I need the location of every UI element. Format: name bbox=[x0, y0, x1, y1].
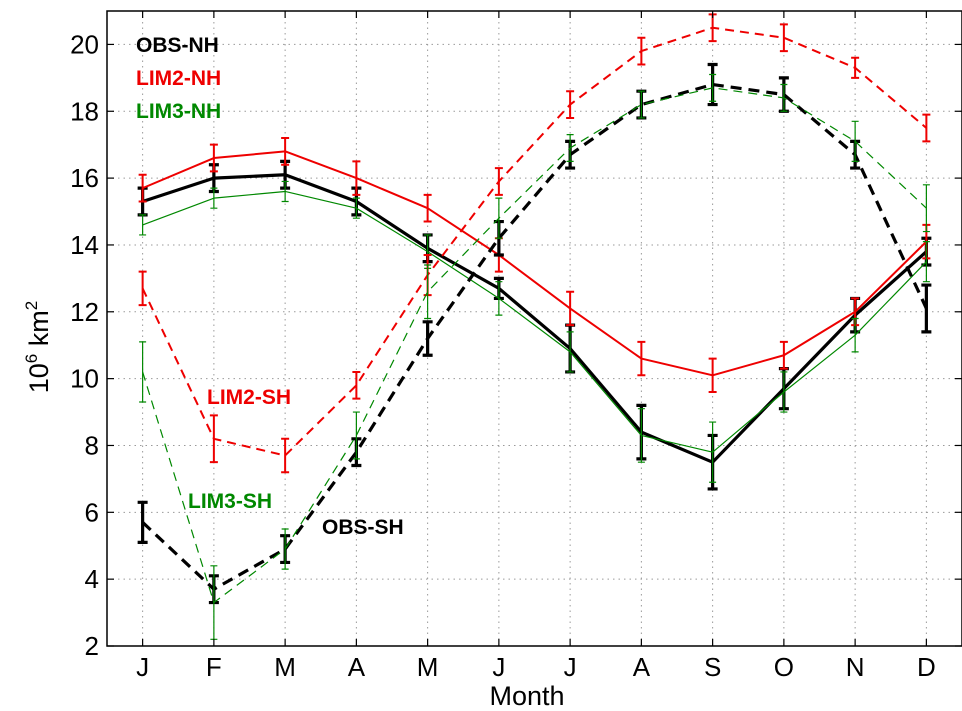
series-line-lim2-nh bbox=[142, 150, 928, 377]
x-axis-label: Month bbox=[489, 681, 564, 711]
error-bar bbox=[281, 180, 289, 203]
series-label-obs-sh: OBS-SH bbox=[322, 516, 404, 539]
series-label-lim2-nh: LIM2-NH bbox=[136, 67, 221, 90]
error-bar bbox=[566, 331, 574, 373]
series-line-lim3-sh bbox=[142, 87, 927, 604]
error-bar bbox=[851, 56, 860, 79]
y-tick-label: 6 bbox=[85, 497, 99, 527]
error-bar bbox=[210, 187, 218, 209]
error-bar bbox=[281, 528, 289, 570]
y-tick-label: 2 bbox=[85, 631, 99, 661]
series-lim3-nh bbox=[139, 180, 930, 483]
series-line-obs-sh bbox=[141, 82, 928, 591]
error-bar bbox=[709, 73, 717, 102]
series-lim2-nh bbox=[138, 137, 931, 393]
series-line-lim2-sh bbox=[141, 26, 928, 457]
y-tick-label: 10 bbox=[70, 364, 99, 394]
y-axis-label: 106 km2 bbox=[22, 301, 54, 393]
error-bar bbox=[138, 173, 147, 203]
error-bar bbox=[424, 264, 432, 320]
x-tick-label: N bbox=[846, 652, 865, 682]
error-bar bbox=[851, 317, 859, 353]
series-lim3-sh bbox=[139, 73, 930, 640]
error-bar bbox=[566, 290, 575, 327]
error-bar bbox=[495, 197, 503, 239]
y-tick-label: 4 bbox=[85, 564, 99, 594]
y-tick-label: 12 bbox=[70, 297, 99, 327]
series-label-lim3-sh: LIM3-SH bbox=[188, 490, 272, 513]
y-tick-label: 16 bbox=[70, 163, 99, 193]
y-tick-label: 18 bbox=[70, 96, 99, 126]
grid bbox=[107, 11, 962, 647]
error-bar bbox=[352, 197, 360, 219]
error-bar bbox=[139, 341, 147, 403]
error-bar bbox=[494, 167, 503, 196]
error-bar bbox=[423, 193, 432, 223]
error-bar bbox=[139, 214, 147, 236]
x-tick-label: S bbox=[704, 652, 721, 682]
x-tick-label: J bbox=[136, 652, 149, 682]
error-bar bbox=[637, 408, 645, 463]
x-tick-label: M bbox=[274, 652, 296, 682]
axis-ticks: J F M A M J J A S O N D 2 4 6 8 10 12 14 16 18 20 bbox=[70, 11, 962, 682]
series-line-lim3-nh bbox=[142, 190, 927, 453]
x-tick-label: O bbox=[774, 652, 794, 682]
x-tick-label: M bbox=[417, 652, 439, 682]
error-bar bbox=[779, 340, 788, 370]
y-axis-label-base: 10 bbox=[24, 363, 54, 393]
y-axis-label-exp: 6 bbox=[22, 354, 41, 363]
series-obs-sh bbox=[137, 62, 932, 605]
series-label-lim2-sh: LIM2-SH bbox=[207, 386, 291, 409]
error-bar bbox=[352, 370, 361, 400]
series-line-obs-nh bbox=[142, 173, 928, 464]
error-bar bbox=[352, 160, 361, 196]
error-bar bbox=[281, 437, 290, 474]
series-labels: OBS-NH LIM2-NH LIM3-NH LIM2-SH LIM3-SH O… bbox=[136, 34, 404, 539]
x-tick-label: A bbox=[348, 652, 366, 682]
x-tick-label: J bbox=[564, 652, 577, 682]
series-label-lim3-nh: LIM3-NH bbox=[136, 100, 221, 123]
error-bar bbox=[209, 143, 218, 173]
series-label-obs-nh: OBS-NH bbox=[136, 34, 219, 57]
error-bar bbox=[709, 421, 717, 483]
x-tick-label: F bbox=[206, 652, 222, 682]
error-bar bbox=[922, 184, 930, 233]
series-layer bbox=[137, 13, 932, 640]
plot-area-frame bbox=[106, 10, 962, 647]
error-bar bbox=[922, 113, 931, 143]
y-axis-label-unit: km bbox=[24, 310, 54, 354]
y-tick-label: 14 bbox=[70, 230, 99, 260]
x-tick-label: D bbox=[917, 652, 936, 682]
error-bar bbox=[422, 320, 433, 357]
x-tick-label: J bbox=[492, 652, 505, 682]
y-tick-label: 20 bbox=[70, 29, 99, 59]
error-bar bbox=[138, 270, 147, 307]
error-bar bbox=[281, 137, 290, 166]
error-bar bbox=[352, 411, 360, 460]
error-bar bbox=[137, 500, 148, 544]
x-tick-label: A bbox=[633, 652, 651, 682]
error-bar bbox=[209, 414, 218, 464]
error-bar bbox=[637, 90, 645, 119]
error-bar bbox=[780, 371, 788, 413]
error-bar bbox=[780, 83, 788, 112]
error-bar bbox=[495, 281, 503, 316]
error-bar bbox=[708, 357, 717, 393]
error-bar bbox=[779, 23, 788, 53]
error-bar bbox=[851, 120, 859, 162]
y-tick-label: 8 bbox=[85, 430, 99, 460]
error-bar bbox=[637, 36, 646, 66]
error-bar bbox=[922, 241, 930, 283]
error-bar bbox=[637, 340, 646, 377]
error-bar bbox=[921, 283, 932, 334]
error-bar bbox=[566, 90, 575, 119]
error-bar bbox=[566, 134, 574, 162]
y-axis-label-unit-exp: 2 bbox=[22, 301, 41, 310]
